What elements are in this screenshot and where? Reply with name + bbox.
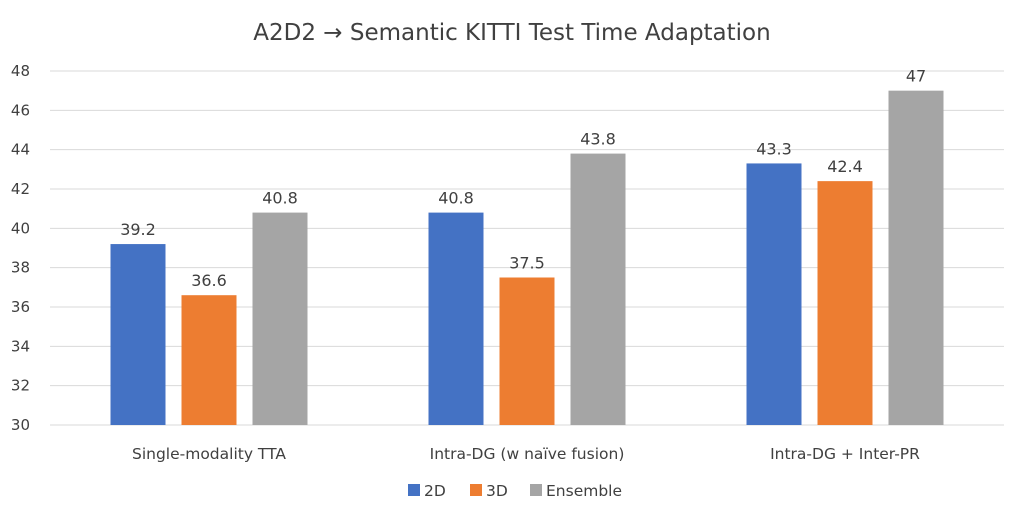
bar-2d-2 bbox=[746, 163, 802, 425]
bar-2d-0 bbox=[110, 244, 166, 425]
bar-ensemble-2 bbox=[888, 90, 944, 426]
legend-swatch-ensemble bbox=[530, 484, 542, 496]
y-tick-label: 46 bbox=[11, 101, 30, 119]
data-label: 40.8 bbox=[262, 189, 298, 208]
y-tick-label: 44 bbox=[11, 141, 30, 159]
y-tick-label: 38 bbox=[11, 259, 30, 277]
y-tick-label: 36 bbox=[11, 298, 30, 316]
category-label: Single-modality TTA bbox=[132, 445, 286, 463]
legend-label: 3D bbox=[486, 482, 508, 500]
data-label: 39.2 bbox=[120, 220, 156, 239]
data-label: 40.8 bbox=[438, 189, 474, 208]
category-label: Intra-DG (w naïve fusion) bbox=[430, 445, 625, 463]
legend: 2D 3D Ensemble bbox=[408, 482, 622, 500]
category-labels: Single-modality TTA Intra-DG (w naïve fus… bbox=[132, 445, 920, 463]
legend-label: 2D bbox=[424, 482, 446, 500]
bars bbox=[110, 90, 944, 426]
data-label: 43.8 bbox=[580, 130, 616, 149]
y-tick-label: 34 bbox=[11, 337, 30, 355]
y-tick-label: 40 bbox=[11, 219, 30, 237]
y-tick-label: 32 bbox=[11, 377, 30, 395]
bar-ensemble-0 bbox=[252, 212, 308, 425]
chart-title: A2D2 → Semantic KITTI Test Time Adaptati… bbox=[253, 20, 770, 46]
data-label: 42.4 bbox=[827, 157, 863, 176]
data-label: 37.5 bbox=[509, 254, 545, 273]
legend-swatch-3d bbox=[470, 484, 482, 496]
bar-3d-0 bbox=[181, 295, 237, 425]
data-label: 36.6 bbox=[191, 271, 227, 290]
y-tick-label: 48 bbox=[11, 62, 30, 80]
category-label: Intra-DG + Inter-PR bbox=[770, 445, 920, 463]
legend-label: Ensemble bbox=[546, 482, 622, 500]
data-label: 47 bbox=[906, 67, 926, 86]
data-labels: 39.2 36.6 40.8 40.8 37.5 43.8 43.3 42.4 47 bbox=[120, 67, 926, 291]
bar-2d-1 bbox=[428, 212, 484, 425]
bar-3d-2 bbox=[817, 181, 873, 425]
y-tick-label: 42 bbox=[11, 180, 30, 198]
bar-3d-1 bbox=[499, 277, 555, 425]
bar-ensemble-1 bbox=[570, 153, 626, 425]
y-axis-tick-labels: 30 32 34 36 38 40 42 44 46 48 bbox=[11, 62, 30, 434]
y-tick-label: 30 bbox=[11, 416, 30, 434]
legend-swatch-2d bbox=[408, 484, 420, 496]
data-label: 43.3 bbox=[756, 139, 792, 158]
